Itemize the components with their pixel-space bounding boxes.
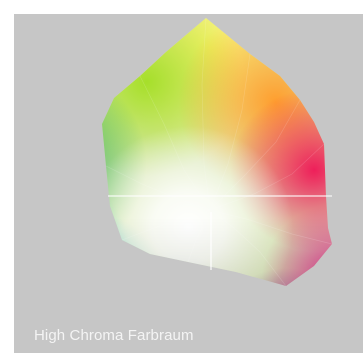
gamut-panel: High Chroma Farbraum xyxy=(14,14,363,353)
gamut-facet-lines xyxy=(105,18,332,286)
lab-axes xyxy=(108,195,332,270)
gamut-color-body xyxy=(102,18,332,286)
gamut-caption: High Chroma Farbraum xyxy=(34,327,194,344)
color-gamut-solid xyxy=(102,18,332,286)
